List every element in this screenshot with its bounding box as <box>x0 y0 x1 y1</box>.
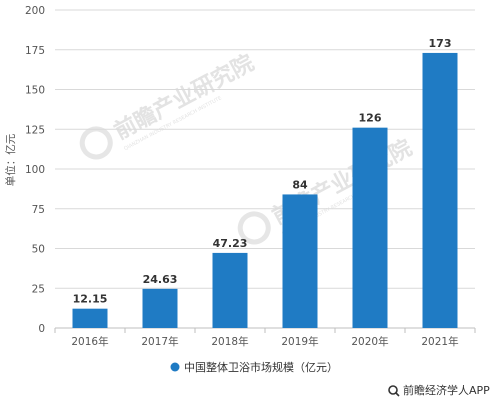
watermark-logo-icon <box>79 126 113 160</box>
data-label: 126 <box>359 112 382 125</box>
watermark-logo-icon <box>237 211 271 245</box>
bars: 12.15 24.63 47.23 84 126 173 <box>72 37 458 329</box>
x-tick-label: 2018年 <box>211 335 248 348</box>
watermark-upper: 前瞻产业研究院 QIANZHAN INDUSTRY RESEARCH INSTI… <box>79 50 258 160</box>
bar <box>212 252 248 328</box>
legend: 中国整体卫浴市场规模（亿元） <box>170 360 338 374</box>
footer-source: 前瞻经济学人APP <box>388 383 490 397</box>
x-tick-label: 2016年 <box>71 335 108 348</box>
bar <box>72 308 108 328</box>
data-label: 12.15 <box>73 293 108 306</box>
bar <box>142 288 178 328</box>
y-tick-label: 200 <box>25 5 45 17</box>
legend-label: 中国整体卫浴市场规模（亿元） <box>184 360 338 374</box>
y-tick-label: 75 <box>32 204 45 216</box>
x-tick-label: 2021年 <box>421 335 458 348</box>
watermark-text: 前瞻产业研究院 <box>110 50 258 145</box>
data-label: 24.63 <box>143 273 178 286</box>
y-tick-label: 100 <box>25 164 45 176</box>
footer-text: 前瞻经济学人APP <box>403 383 490 397</box>
y-tick-label: 125 <box>25 124 45 136</box>
legend-marker <box>170 362 180 372</box>
bar <box>282 194 318 328</box>
x-tick-label: 2017年 <box>141 335 178 348</box>
y-tick-label: 175 <box>25 45 45 57</box>
y-axis-label: 单位：亿元 <box>4 133 17 186</box>
watermark-lower: 前瞻产业研究院 QIANZHAN INDUSTRY RESEARCH INSTI… <box>237 135 416 245</box>
y-tick-label: 50 <box>32 244 45 256</box>
y-tick-label: 0 <box>38 323 45 335</box>
bar <box>422 52 458 329</box>
y-axis-ticks: 0 25 50 75 100 125 150 175 200 <box>25 5 45 335</box>
bar <box>352 127 388 328</box>
wechat-search-icon <box>388 385 400 397</box>
data-label: 173 <box>429 37 452 50</box>
gridlines <box>55 9 475 329</box>
x-tick-label: 2020年 <box>351 335 388 348</box>
x-axis-ticks: 2016年 2017年 2018年 2019年 2020年 2021年 <box>54 328 476 348</box>
y-tick-label: 25 <box>32 283 45 295</box>
y-tick-label: 150 <box>25 85 45 97</box>
x-tick-label: 2019年 <box>281 335 318 348</box>
data-label: 84 <box>292 178 308 191</box>
data-label: 47.23 <box>213 237 248 250</box>
